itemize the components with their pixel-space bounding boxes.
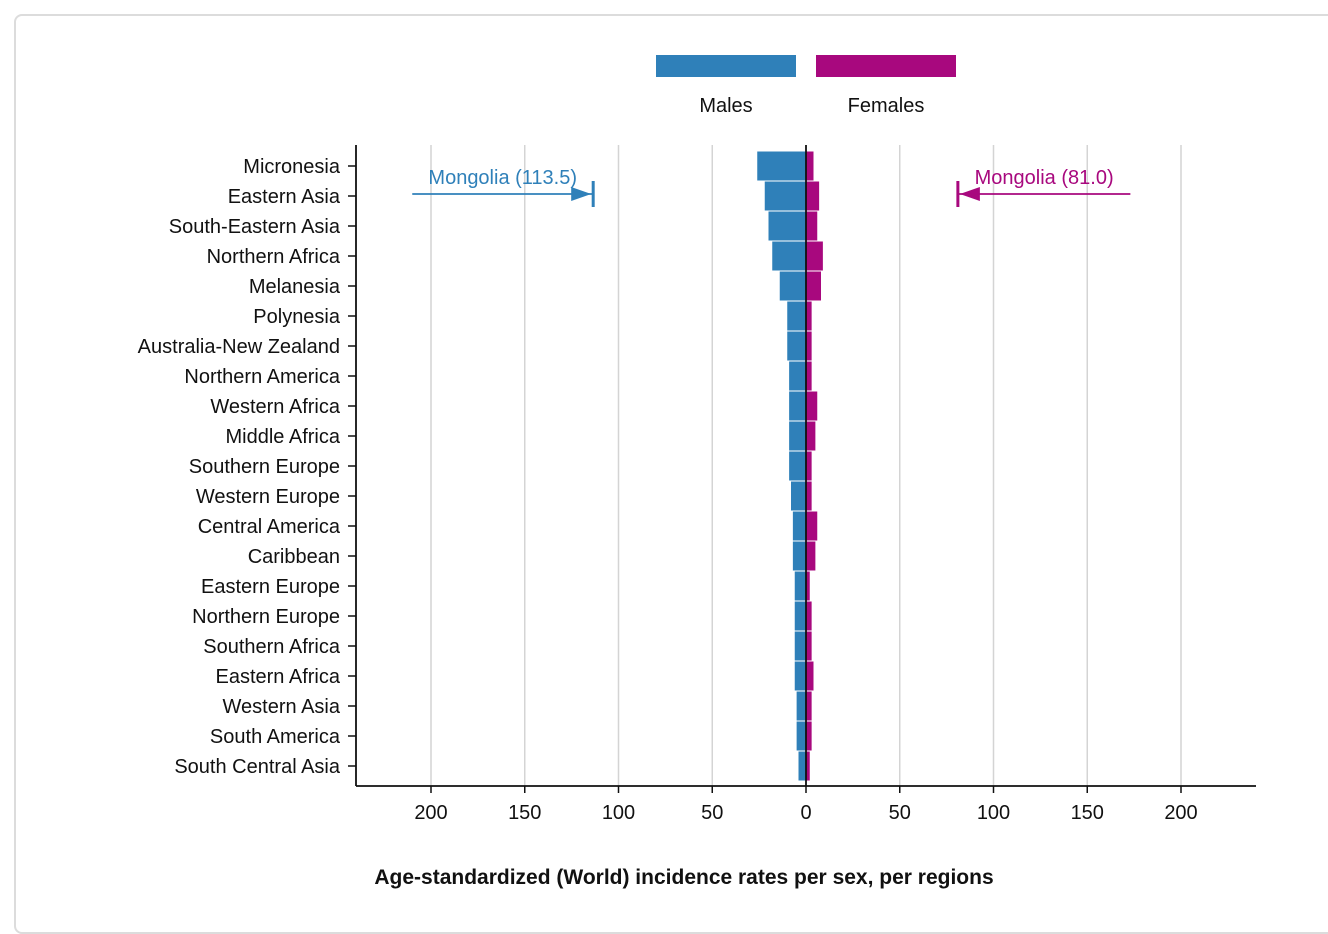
bar-females <box>806 181 820 211</box>
legend: Males Females <box>656 55 956 117</box>
category-label: Western Africa <box>210 396 341 418</box>
bar-males <box>787 301 806 331</box>
legend-label-females: Females <box>848 95 925 117</box>
bar-females <box>806 481 812 511</box>
category-label: Eastern Europe <box>201 576 340 598</box>
bar-females <box>806 571 810 601</box>
category-label: Eastern Africa <box>215 666 340 688</box>
bar-females <box>806 301 812 331</box>
category-label: Melanesia <box>249 276 341 298</box>
legend-swatch-females <box>816 55 956 77</box>
bar-males <box>789 421 806 451</box>
x-tick-label: 100 <box>977 802 1010 824</box>
category-labels: Micronesia Eastern Asia South-Eastern Asia… <box>138 156 341 778</box>
category-label: Northern Africa <box>207 246 341 268</box>
bar-males <box>792 511 806 541</box>
category-label: Northern Europe <box>192 606 340 628</box>
bar-males <box>789 361 806 391</box>
bar-males <box>792 541 806 571</box>
bar-females <box>806 511 818 541</box>
x-tick-label: 150 <box>1071 802 1104 824</box>
category-label: Western Europe <box>196 486 340 508</box>
axes <box>348 145 1256 793</box>
chart-svg: Micronesia Eastern Asia South-Eastern Asia… <box>138 55 1256 889</box>
x-tick-label: 50 <box>889 802 911 824</box>
category-label: South-Eastern Asia <box>169 216 341 238</box>
bar-males <box>768 211 806 241</box>
bar-males <box>789 391 806 421</box>
bar-females <box>806 211 818 241</box>
bar-males <box>796 721 806 751</box>
bar-males <box>794 661 806 691</box>
legend-swatch-males <box>656 55 796 77</box>
bar-females <box>806 541 816 571</box>
bar-males <box>794 601 806 631</box>
annotations: Mongolia (113.5) Mongolia (81.0) <box>412 167 1131 207</box>
bar-males <box>791 481 806 511</box>
bar-females <box>806 241 823 271</box>
bar-females <box>806 151 814 181</box>
bar-males <box>757 151 806 181</box>
category-label: Southern Europe <box>189 456 340 478</box>
bar-males <box>796 691 806 721</box>
category-label: Eastern Asia <box>228 186 341 208</box>
bar-females <box>806 391 818 421</box>
arrow-head-icon <box>571 187 592 201</box>
bar-males <box>764 181 806 211</box>
x-tick-label: 150 <box>508 802 541 824</box>
category-label: Australia-New Zealand <box>138 336 340 358</box>
bar-males <box>772 241 806 271</box>
x-tick-label: 200 <box>414 802 447 824</box>
x-tick-label: 100 <box>602 802 635 824</box>
bar-males <box>789 451 806 481</box>
grid-lines <box>430 145 1182 786</box>
category-label: Polynesia <box>253 306 341 328</box>
x-tick-label: 0 <box>800 802 811 824</box>
category-label: South Central Asia <box>174 756 341 778</box>
category-label: Northern America <box>184 366 340 388</box>
bar-males <box>779 271 806 301</box>
x-tick-labels: 200 150 100 50 0 50 100 150 200 <box>414 802 1197 824</box>
category-label: Central America <box>198 516 341 538</box>
bar-females <box>806 361 812 391</box>
bar-females <box>806 661 814 691</box>
bar-females <box>806 331 812 361</box>
bars <box>757 151 823 781</box>
bar-females <box>806 721 812 751</box>
category-label: South America <box>210 726 341 748</box>
chart-title: Age-standardized (World) incidence rates… <box>374 866 993 889</box>
category-label: Micronesia <box>243 156 341 178</box>
annotation-label: Mongolia (81.0) <box>975 167 1114 189</box>
bar-females <box>806 451 812 481</box>
category-label: Western Asia <box>223 696 341 718</box>
bar-males <box>794 631 806 661</box>
bar-females <box>806 691 812 721</box>
bar-males <box>794 571 806 601</box>
category-label: Southern Africa <box>203 636 341 658</box>
bar-females <box>806 271 821 301</box>
category-label: Middle Africa <box>226 426 341 448</box>
bar-females <box>806 631 812 661</box>
bar-males <box>798 751 806 781</box>
chart-card <box>14 14 1328 934</box>
bar-females <box>806 601 812 631</box>
bar-females <box>806 751 810 781</box>
category-label: Caribbean <box>248 546 340 568</box>
bar-males <box>787 331 806 361</box>
x-tick-label: 50 <box>701 802 723 824</box>
arrow-head-icon <box>959 187 980 201</box>
bar-females <box>806 421 816 451</box>
annotation-label: Mongolia (113.5) <box>428 167 577 189</box>
x-tick-label: 200 <box>1164 802 1197 824</box>
legend-label-males: Males <box>699 95 752 117</box>
